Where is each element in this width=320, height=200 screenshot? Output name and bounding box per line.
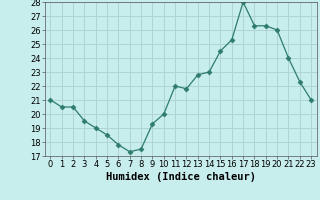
X-axis label: Humidex (Indice chaleur): Humidex (Indice chaleur) xyxy=(106,172,256,182)
